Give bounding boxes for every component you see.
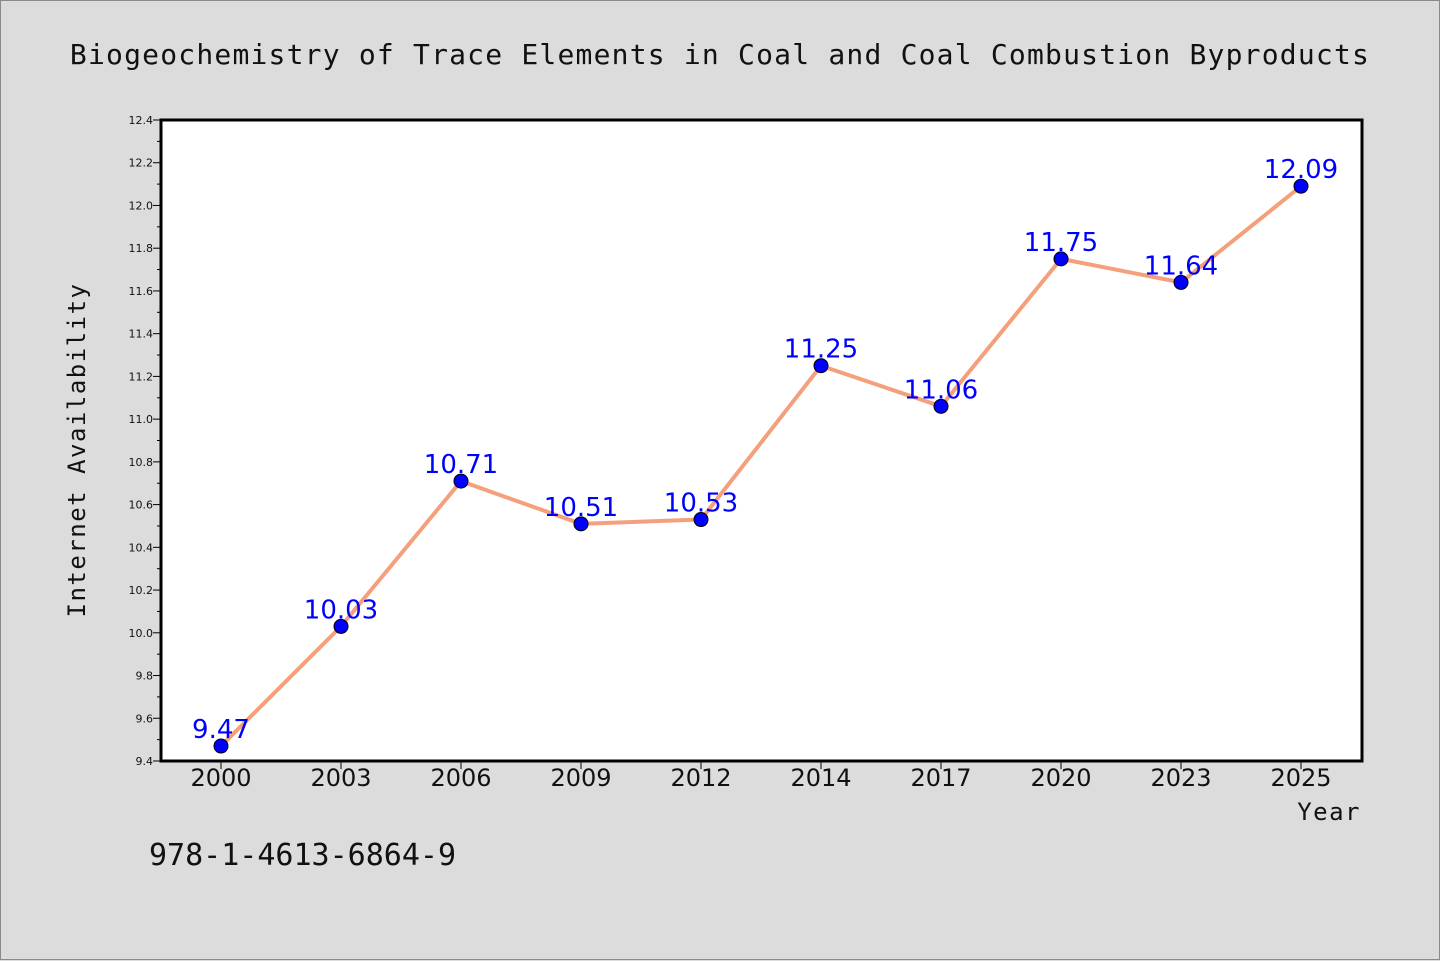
- data-point-marker: [333, 618, 349, 634]
- data-label: 10.03: [304, 595, 378, 625]
- y-tick-label: 11.2: [129, 370, 154, 383]
- data-point-marker: [1173, 274, 1189, 290]
- y-tick-label: 9.8: [136, 670, 154, 683]
- data-point-marker: [693, 512, 709, 528]
- y-tick-label: 9.6: [136, 712, 154, 725]
- data-point-marker: [1293, 178, 1309, 194]
- data-point-marker: [573, 516, 589, 532]
- data-point-marker: [213, 738, 229, 754]
- data-label: 11.64: [1144, 251, 1218, 281]
- y-tick-label: 10.6: [129, 499, 154, 512]
- data-point-marker: [933, 398, 949, 414]
- y-tick-label: 11.8: [129, 242, 154, 255]
- y-axis: 9.4 9.6 9.8 10.0 10.2 10.4 10.6 10.8 11.0 11.2 11.…: [129, 114, 161, 768]
- x-tick-label: 2006: [430, 764, 491, 792]
- chart-title: Biogeochemistry of Trace Elements in Coa…: [70, 38, 1370, 71]
- x-tick-label: 2009: [550, 764, 611, 792]
- x-tick-label: 2025: [1270, 764, 1331, 792]
- data-label: 10.53: [664, 489, 738, 519]
- y-axis-title: Internet Availability: [63, 283, 91, 618]
- x-tick-label: 2017: [910, 764, 971, 792]
- y-tick-label: 10.2: [129, 584, 154, 597]
- data-point-marker: [813, 358, 829, 374]
- y-tick-label: 11.4: [129, 328, 154, 341]
- y-tick-label: 12.2: [129, 157, 154, 170]
- data-point-marker: [1053, 251, 1069, 267]
- markers-group: [213, 178, 1309, 754]
- data-label: 12.09: [1264, 155, 1338, 185]
- y-tick-label: 10.0: [129, 627, 154, 640]
- x-tick-label: 2012: [670, 764, 731, 792]
- y-tick-label: 11.6: [129, 285, 154, 298]
- data-point-marker: [453, 473, 469, 489]
- data-label: 10.51: [544, 493, 618, 523]
- data-label: 11.06: [904, 375, 978, 405]
- x-tick-label: 2014: [790, 764, 851, 792]
- y-tick-label: 11.0: [129, 413, 154, 426]
- data-label: 11.25: [784, 335, 858, 365]
- y-tick-label: 12.0: [129, 199, 154, 212]
- x-tick-label: 2023: [1150, 764, 1211, 792]
- data-label: 11.75: [1024, 228, 1098, 258]
- series-line: [219, 184, 1303, 749]
- series-line-group: [219, 184, 1303, 749]
- data-labels-group: 9.47 10.03 10.71 10.51 10.53 11.25 11.06 11.75 1…: [192, 155, 1338, 745]
- x-tick-label: 2020: [1030, 764, 1091, 792]
- x-tick-label: 2003: [310, 764, 371, 792]
- y-tick-label: 10.4: [129, 541, 154, 554]
- y-tick-label: 12.4: [129, 114, 154, 127]
- data-label: 9.47: [192, 715, 250, 745]
- x-tick-label: 2000: [190, 764, 251, 792]
- data-label: 10.71: [424, 450, 498, 480]
- y-tick-label: 9.4: [136, 755, 154, 768]
- isbn-text: 978-1-4613-6864-9: [149, 838, 456, 873]
- y-tick-label: 10.8: [129, 456, 154, 469]
- x-axis: 2000 2003 2006 2009 2012 2014 2017 2020 2023 2025: [190, 761, 1332, 792]
- x-axis-title: Year: [1297, 798, 1361, 826]
